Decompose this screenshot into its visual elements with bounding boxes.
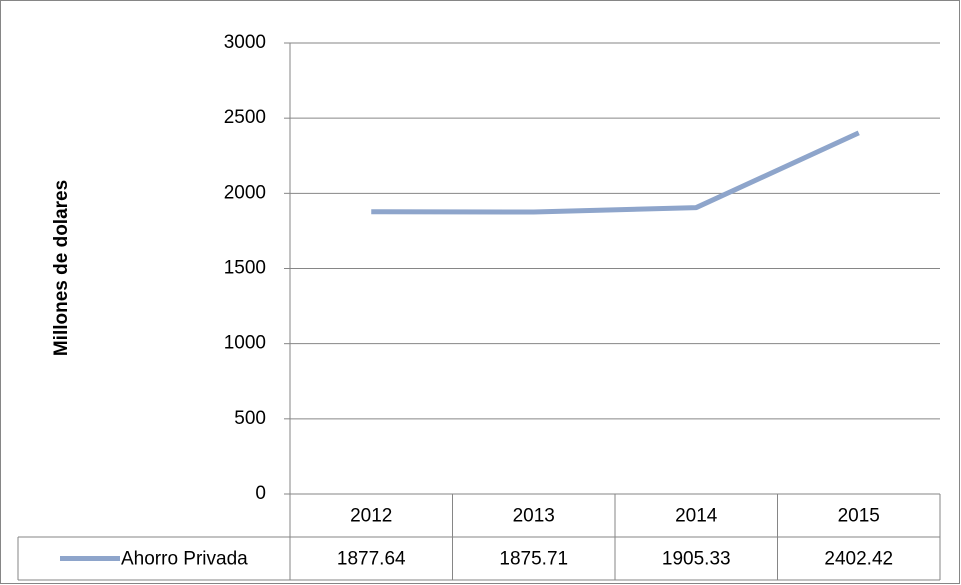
x-tick-label: 2015	[838, 506, 880, 527]
legend-label: Ahorro Privada	[121, 549, 248, 570]
x-tick-label: 2012	[350, 506, 392, 527]
y-tick-label: 1500	[224, 258, 266, 279]
table-value: 2402.42	[824, 549, 893, 570]
y-tick-label: 0	[255, 483, 266, 504]
y-tick-label: 3000	[224, 32, 266, 53]
table-value: 1905.33	[662, 549, 731, 570]
y-axis-label: Millones de dolares	[51, 180, 72, 356]
y-tick-label: 1000	[224, 333, 266, 354]
table-value: 1877.64	[337, 549, 406, 570]
x-tick-label: 2013	[513, 506, 555, 527]
y-tick-label: 2500	[224, 107, 266, 128]
table-value: 1875.71	[499, 549, 568, 570]
y-tick-label: 2000	[224, 182, 266, 203]
x-tick-label: 2014	[675, 506, 718, 527]
y-tick-label: 500	[234, 408, 266, 429]
line-series	[371, 130, 860, 215]
